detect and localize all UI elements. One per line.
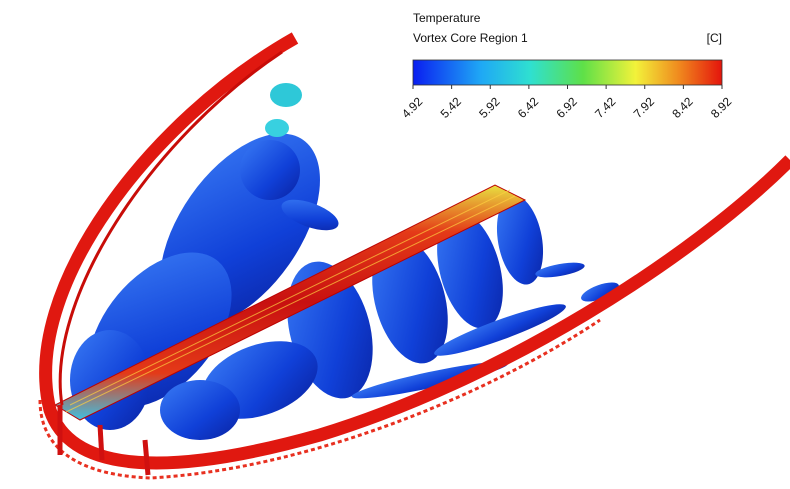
tick-label: 6.92 <box>553 94 580 121</box>
legend-unit: [C] <box>707 31 722 45</box>
tick-label: 7.92 <box>631 94 658 121</box>
tick-label: 5.92 <box>476 94 503 121</box>
tick-label: 4.92 <box>399 94 426 121</box>
legend-subtitle: Vortex Core Region 1 <box>413 31 528 45</box>
tick-label: 8.92 <box>708 94 735 121</box>
tick-label: 5.42 <box>438 94 465 121</box>
tick-label: 7.42 <box>592 94 619 121</box>
colorbar <box>413 60 722 85</box>
tick-label: 6.42 <box>515 94 542 121</box>
visualization: Temperature Vortex Core Region 1 [C] 4.9… <box>0 0 790 484</box>
tick-label: 8.42 <box>669 94 696 121</box>
legend-title: Temperature <box>413 11 481 25</box>
